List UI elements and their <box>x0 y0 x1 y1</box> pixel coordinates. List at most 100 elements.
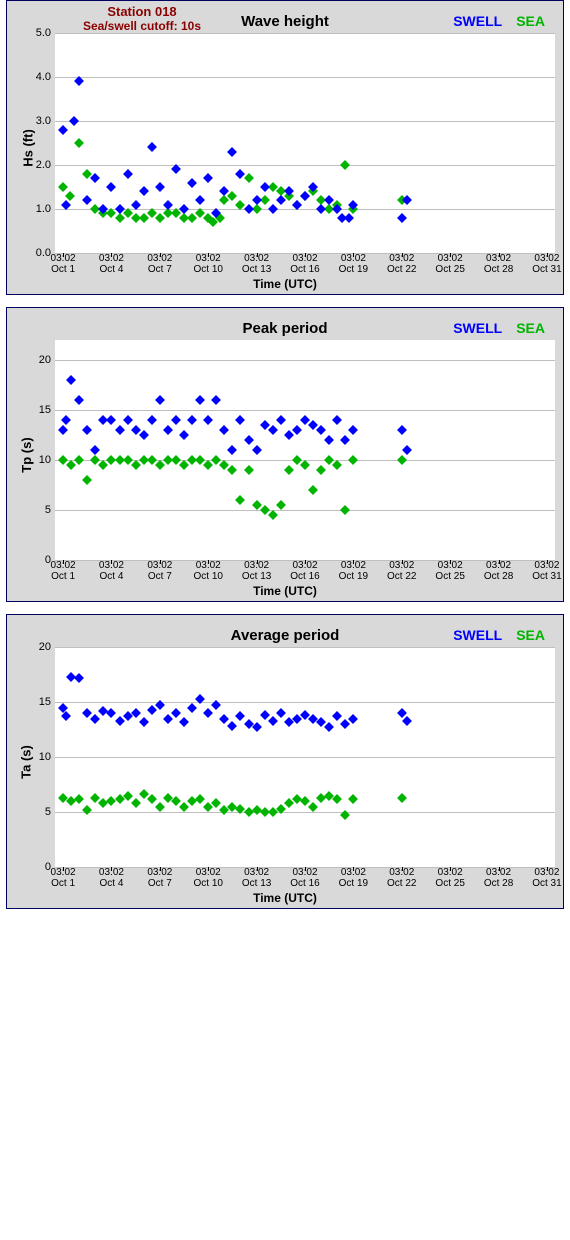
sea-marker <box>308 802 318 812</box>
sea-marker <box>131 798 141 808</box>
x-tick-mark <box>208 253 209 257</box>
y-tick-label: 20 <box>21 354 51 366</box>
swell-marker <box>123 415 133 425</box>
swell-marker <box>316 204 326 214</box>
sea-marker <box>340 505 350 515</box>
sea-marker <box>139 213 149 223</box>
sea-marker <box>244 465 254 475</box>
legend-swell: SWELL <box>453 320 502 336</box>
sea-marker <box>316 465 326 475</box>
swell-marker <box>123 169 133 179</box>
sea-marker <box>332 460 342 470</box>
x-tick-mark <box>353 560 354 564</box>
x-tick-mark <box>63 560 64 564</box>
chart-title: Wave height <box>7 13 563 30</box>
swell-marker <box>179 717 189 727</box>
gridline <box>55 510 555 511</box>
x-tick-mark <box>305 560 306 564</box>
swell-marker <box>402 445 412 455</box>
gridline <box>55 33 555 34</box>
y-tick-label: 10 <box>21 454 51 466</box>
x-tick-mark <box>208 560 209 564</box>
sea-marker <box>332 794 342 804</box>
swell-marker <box>348 714 358 724</box>
swell-marker <box>324 435 334 445</box>
swell-marker <box>90 714 100 724</box>
x-tick-mark <box>547 253 548 257</box>
gridline <box>55 702 555 703</box>
swell-marker <box>227 147 237 157</box>
gridline <box>55 812 555 813</box>
x-tick-mark <box>353 867 354 871</box>
sea-marker <box>300 460 310 470</box>
x-tick-mark <box>402 867 403 871</box>
swell-marker <box>344 213 354 223</box>
legend-swell: SWELL <box>453 13 502 29</box>
x-tick-mark <box>208 867 209 871</box>
x-tick-mark <box>450 253 451 257</box>
legend-sea: SEA <box>516 320 545 336</box>
sea-marker <box>252 805 262 815</box>
station-title: Station 018 <box>107 4 176 19</box>
swell-marker <box>61 415 71 425</box>
x-axis-label: Time (UTC) <box>7 584 563 598</box>
sea-marker <box>348 455 358 465</box>
swell-marker <box>348 425 358 435</box>
legend-sea: SEA <box>516 627 545 643</box>
legend-sea: SEA <box>516 13 545 29</box>
swell-marker <box>276 415 286 425</box>
x-axis-label: Time (UTC) <box>7 891 563 905</box>
gridline <box>55 165 555 166</box>
swell-marker <box>397 213 407 223</box>
sea-marker <box>244 173 254 183</box>
chart-panel-peak-period: Peak periodSWELLSEATp (s)Time (UTC)05101… <box>6 307 564 602</box>
chart-title: Average period <box>7 627 563 644</box>
legend-swell: SWELL <box>453 627 502 643</box>
y-tick-label: 10 <box>21 751 51 763</box>
plot-area: 0510152003:02Oct 103:02Oct 403:02Oct 703… <box>55 647 555 867</box>
sea-marker <box>308 485 318 495</box>
gridline <box>55 410 555 411</box>
x-tick-mark <box>257 867 258 871</box>
swell-marker <box>276 708 286 718</box>
swell-marker <box>219 714 229 724</box>
sea-marker <box>82 475 92 485</box>
swell-marker <box>90 173 100 183</box>
swell-marker <box>227 445 237 455</box>
swell-marker <box>187 178 197 188</box>
swell-marker <box>252 445 262 455</box>
x-tick-mark <box>63 253 64 257</box>
x-tick-mark <box>499 560 500 564</box>
swell-marker <box>74 673 84 683</box>
swell-marker <box>147 705 157 715</box>
swell-marker <box>115 425 125 435</box>
chart-panel-wave-height: Station 018Sea/swell cutoff: 10sWave hei… <box>6 0 564 295</box>
y-tick-label: 5.0 <box>21 27 51 39</box>
sea-marker <box>74 455 84 465</box>
sea-marker <box>155 460 165 470</box>
x-tick-mark <box>450 867 451 871</box>
x-tick-mark <box>353 253 354 257</box>
swell-marker <box>147 142 157 152</box>
swell-marker <box>332 711 342 721</box>
swell-marker <box>397 425 407 435</box>
sea-marker <box>179 460 189 470</box>
x-tick-mark <box>111 560 112 564</box>
y-tick-label: 5 <box>21 504 51 516</box>
swell-marker <box>139 717 149 727</box>
swell-marker <box>324 722 334 732</box>
y-tick-label: 4.0 <box>21 71 51 83</box>
sea-marker <box>155 213 165 223</box>
sea-marker <box>155 802 165 812</box>
swell-marker <box>203 173 213 183</box>
legend: SWELL SEA <box>453 320 545 336</box>
swell-marker <box>244 204 254 214</box>
y-tick-label: 2.0 <box>21 159 51 171</box>
swell-marker <box>147 415 157 425</box>
swell-marker <box>340 435 350 445</box>
gridline <box>55 77 555 78</box>
sea-marker <box>147 794 157 804</box>
sea-marker <box>66 460 76 470</box>
swell-marker <box>284 430 294 440</box>
sea-marker <box>74 794 84 804</box>
